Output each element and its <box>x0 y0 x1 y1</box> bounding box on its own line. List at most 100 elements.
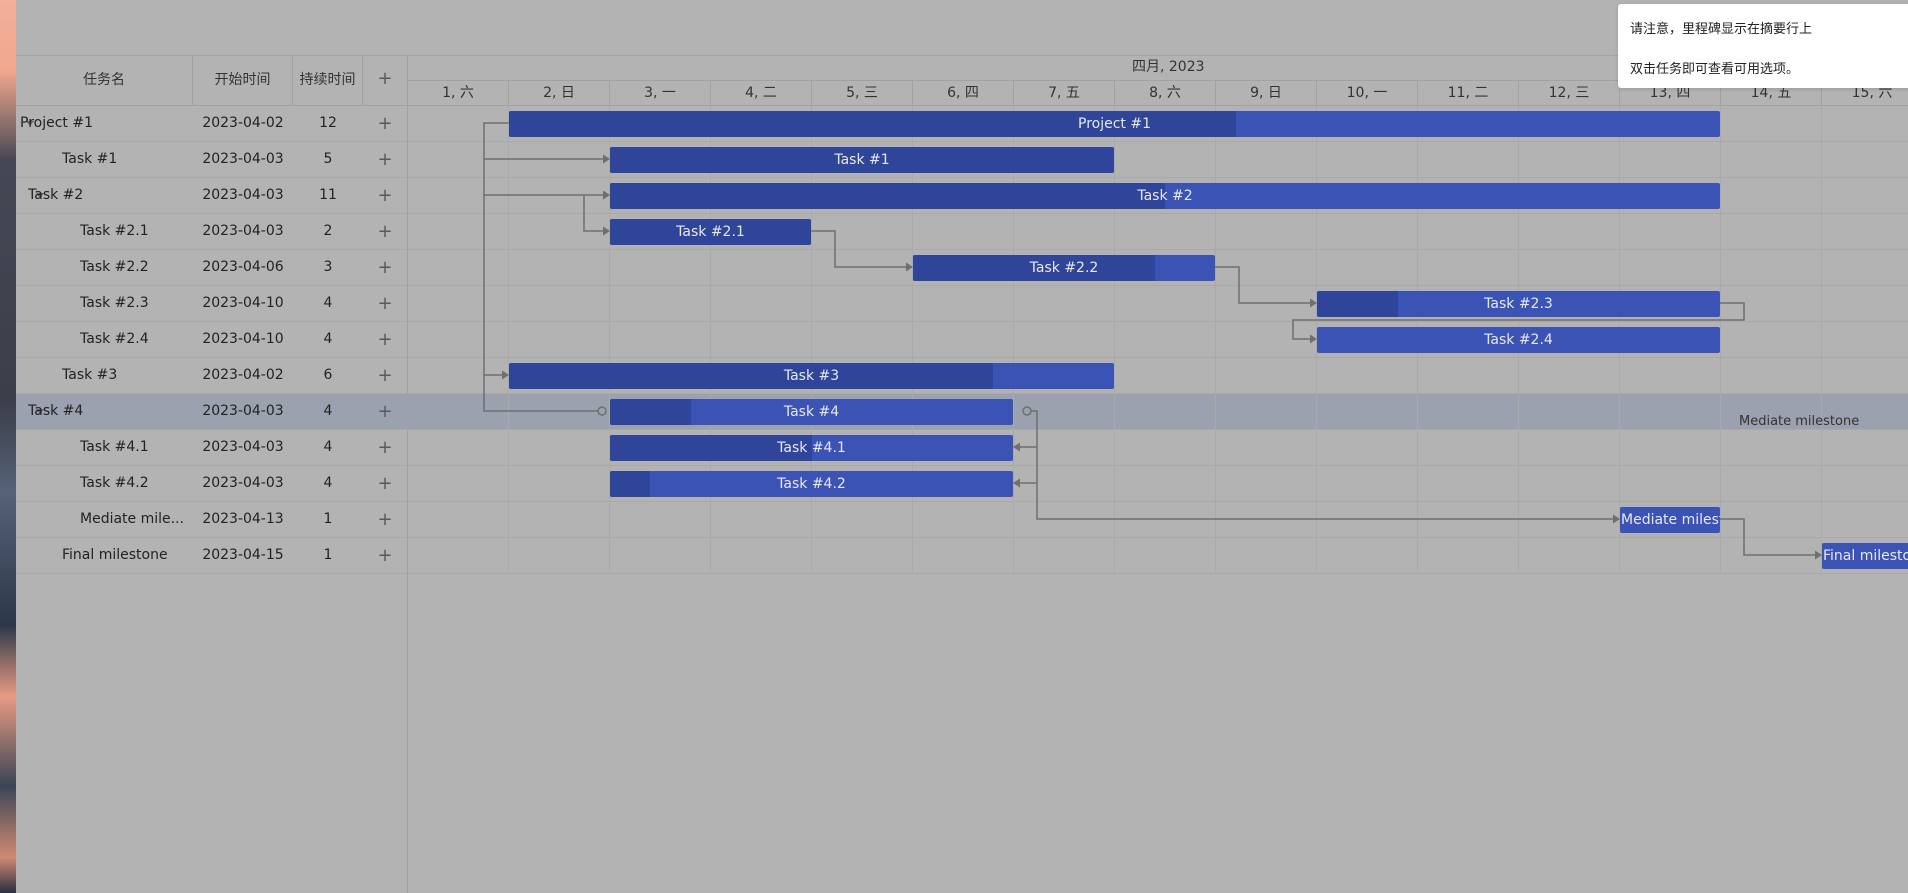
link-handle-icon[interactable] <box>597 406 607 416</box>
chevron-down-icon[interactable] <box>26 121 34 126</box>
table-row[interactable]: Task #4.1 2023-04-03 4 + <box>16 430 407 466</box>
arrow-right-icon <box>603 226 610 236</box>
day-gridline <box>1215 106 1216 574</box>
dependency-line[interactable] <box>1720 518 1820 556</box>
task-grid: 任务名 开始时间 持续时间 + Project #1 2023-04-02 12 + T… <box>16 55 408 893</box>
task-bar-label: Task #3 <box>783 368 840 384</box>
add-subtask-icon[interactable]: + <box>377 473 393 494</box>
add-subtask-icon[interactable]: + <box>377 545 393 566</box>
day-header: 3, 一 <box>610 81 711 105</box>
desktop-wallpaper-strip <box>0 0 16 893</box>
table-row[interactable]: Task #3 2023-04-02 6 + <box>16 358 407 394</box>
column-header-duration[interactable]: 持续时间 <box>293 55 363 105</box>
task-bar[interactable]: Task #2.3 <box>1317 291 1720 317</box>
dependency-line[interactable] <box>1292 302 1745 340</box>
task-bar[interactable]: Task #2.2 <box>913 255 1215 281</box>
task-bar[interactable]: Task #4 <box>610 399 1013 425</box>
table-row[interactable]: Task #2.3 2023-04-10 4 + <box>16 286 407 322</box>
dependency-line[interactable] <box>811 230 911 268</box>
day-gridline <box>1821 106 1822 574</box>
add-subtask-icon[interactable]: + <box>377 365 393 386</box>
table-row[interactable]: Project #1 2023-04-02 12 + <box>16 106 407 142</box>
day-header: 2, 日 <box>509 81 610 105</box>
task-bar[interactable]: Task #2 <box>610 183 1720 209</box>
chevron-down-icon[interactable] <box>36 193 44 198</box>
add-subtask-icon[interactable]: + <box>377 293 393 314</box>
task-bar-label: Task #2.4 <box>1484 332 1553 348</box>
add-subtask-icon[interactable]: + <box>377 113 393 134</box>
day-header: 10, 一 <box>1317 81 1418 105</box>
dependency-line[interactable] <box>583 195 608 232</box>
add-subtask-icon[interactable]: + <box>377 401 393 422</box>
task-name-cell: Task #2.3 <box>80 295 149 311</box>
task-bar[interactable]: Task #2.1 <box>610 219 811 245</box>
arrow-right-icon <box>1310 334 1317 344</box>
task-bar-label: Final milestone <box>1823 548 1908 564</box>
day-gridline <box>710 106 711 574</box>
day-gridline <box>609 106 610 574</box>
notice-popup: 请注意，里程碑显示在摘要行上 双击任务即可查看可用选项。 <box>1618 4 1908 88</box>
task-name-cell: Task #4 <box>28 403 84 419</box>
progress-fill <box>509 111 1236 137</box>
day-header: 6, 四 <box>913 81 1014 105</box>
gantt-chart: 四月, 2023 1, 六 2, 日 3, 一 4, 二 5, 三 6, 四 7, 五 8, … <box>408 55 1908 893</box>
grid-header: 任务名 开始时间 持续时间 + <box>16 55 407 106</box>
duration-cell: 3 <box>323 259 333 275</box>
arrow-right-icon <box>502 370 509 380</box>
task-name-cell: Task #4.1 <box>80 439 149 455</box>
day-header: 9, 日 <box>1216 81 1317 105</box>
progress-fill <box>509 363 993 389</box>
task-name-cell: Task #1 <box>62 151 118 167</box>
arrow-right-icon <box>603 190 610 200</box>
day-header: 1, 六 <box>408 81 509 105</box>
task-bar[interactable]: Task #4.1 <box>610 435 1013 461</box>
arrow-right-icon <box>1310 298 1317 308</box>
task-bar-label: Task #2.2 <box>1029 260 1099 276</box>
arrow-right-icon <box>603 154 610 164</box>
start-time-cell: 2023-04-03 <box>202 475 284 491</box>
add-subtask-icon[interactable]: + <box>377 257 393 278</box>
chevron-down-icon[interactable] <box>36 409 44 414</box>
dependency-line[interactable] <box>483 122 598 412</box>
add-subtask-icon[interactable]: + <box>377 221 393 242</box>
column-header-task-name[interactable]: 任务名 <box>16 55 193 105</box>
progress-fill <box>610 471 651 497</box>
task-bar[interactable]: Task #1 <box>610 147 1114 173</box>
add-subtask-icon[interactable]: + <box>377 509 393 530</box>
add-subtask-icon[interactable]: + <box>377 329 393 350</box>
milestone-side-label: Mediate milestone <box>1739 414 1860 429</box>
start-time-cell: 2023-04-02 <box>202 115 284 131</box>
row-gridline <box>408 429 1908 430</box>
start-time-cell: 2023-04-03 <box>202 223 284 239</box>
column-header-start-time[interactable]: 开始时间 <box>193 55 293 105</box>
table-row[interactable]: Final milestone 2023-04-15 1 + <box>16 538 407 574</box>
add-task-header-icon[interactable]: + <box>377 68 393 89</box>
task-name-cell: Mediate mile... <box>80 511 184 527</box>
add-subtask-icon[interactable]: + <box>377 149 393 170</box>
dependency-line[interactable] <box>1031 410 1618 520</box>
progress-fill <box>610 183 1165 209</box>
dependency-line[interactable] <box>1215 266 1315 304</box>
link-handle-icon[interactable] <box>1022 406 1032 416</box>
task-bar[interactable]: Mediate milestone <box>1620 507 1720 533</box>
task-bar[interactable]: Project #1 <box>509 111 1720 137</box>
task-bar[interactable]: Task #4.2 <box>610 471 1013 497</box>
table-row[interactable]: Task #2.2 2023-04-06 3 + <box>16 250 407 286</box>
task-bar[interactable]: Task #2.4 <box>1317 327 1720 353</box>
task-bar-label: Task #1 <box>834 152 890 168</box>
row-gridline <box>408 357 1908 358</box>
table-row[interactable]: Task #2 2023-04-03 11 + <box>16 178 407 214</box>
progress-fill <box>610 147 1114 173</box>
table-row[interactable]: Task #2.4 2023-04-10 4 + <box>16 322 407 358</box>
table-row[interactable]: Task #4 2023-04-03 4 + <box>16 394 407 430</box>
table-row[interactable]: Task #1 2023-04-03 5 + <box>16 142 407 178</box>
table-row[interactable]: Mediate mile... 2023-04-13 1 + <box>16 502 407 538</box>
task-bar[interactable]: Final milestone <box>1822 543 1908 569</box>
add-subtask-icon[interactable]: + <box>377 437 393 458</box>
table-row[interactable]: Task #4.2 2023-04-03 4 + <box>16 466 407 502</box>
day-header: 4, 二 <box>711 81 812 105</box>
task-bar[interactable]: Task #3 <box>509 363 1114 389</box>
add-subtask-icon[interactable]: + <box>377 185 393 206</box>
table-row[interactable]: Task #2.1 2023-04-03 2 + <box>16 214 407 250</box>
progress-fill <box>1317 291 1398 317</box>
